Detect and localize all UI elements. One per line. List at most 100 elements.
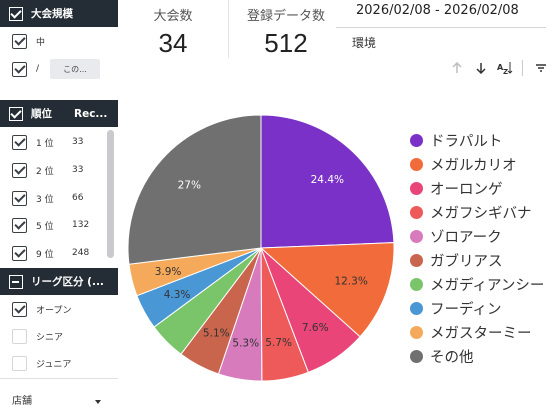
pie-slice-data-label: 4.3% <box>164 289 191 301</box>
checkbox[interactable] <box>12 61 27 77</box>
date-range-picker[interactable]: 2026/02/08 - 2026/02/08 <box>356 3 519 18</box>
divider <box>522 60 523 76</box>
legend-label: メガディアンシー <box>430 277 545 294</box>
rank-count: 33 <box>72 137 84 147</box>
tournament-size-option-slash[interactable]: / この... <box>0 56 118 82</box>
legend-item[interactable]: メガディアンシー <box>410 274 544 294</box>
pie-slice-data-label: 5.3% <box>232 338 259 350</box>
option-label: シニア <box>36 332 64 343</box>
sort-ascending-icon[interactable] <box>449 60 465 76</box>
kpi-tournament-count: 大会数 34 <box>128 0 218 62</box>
pie-slice-data-label: 5.7% <box>265 337 292 349</box>
pie-slice-data-label: 27% <box>178 180 201 192</box>
pie-slice-data-label: 5.1% <box>203 328 230 340</box>
legend-label: オーロンゲ <box>430 181 503 198</box>
tournament-size-filter-title: 大会規模 <box>31 8 73 20</box>
legend-label: ゾロアーク <box>430 229 502 246</box>
rank-row[interactable]: 1 位 33 <box>0 129 118 155</box>
legend-item[interactable]: オーロンゲ <box>410 178 503 198</box>
checkbox[interactable] <box>12 33 27 49</box>
rank-count: 132 <box>72 220 90 230</box>
rank-label: 2 位 <box>36 166 54 177</box>
store-dropdown[interactable]: 店舗 <box>0 378 118 420</box>
rank-label: 5 位 <box>36 221 54 232</box>
pie-slice-data-label: 24.4% <box>311 174 344 186</box>
chevron-down-icon <box>95 400 101 404</box>
kpi-value: 34 <box>158 28 188 58</box>
checkbox[interactable] <box>12 217 27 233</box>
legend-item[interactable]: フーディン <box>410 298 502 318</box>
rank-label: 3 位 <box>36 194 54 205</box>
legend-swatch <box>410 301 423 315</box>
legend-item[interactable]: ドラパルト <box>410 130 502 150</box>
league-option-junior[interactable]: ジュニア <box>0 350 118 376</box>
legend-label: ドラパルト <box>430 133 503 150</box>
pie-slice[interactable] <box>127 114 262 265</box>
rank-list-scrollbar[interactable] <box>107 130 114 258</box>
legend-item[interactable]: メガスターミー <box>410 322 532 342</box>
legend-swatch <box>410 181 423 195</box>
league-filter-header[interactable]: リーグ区分 (... <box>0 268 118 295</box>
option-label: / <box>36 64 40 74</box>
checkbox[interactable] <box>12 301 27 317</box>
only-this-button[interactable]: この... <box>50 59 100 79</box>
sort-az-icon[interactable]: A Z <box>497 60 513 76</box>
legend-swatch <box>410 157 423 171</box>
rank-row[interactable]: 5 位 132 <box>0 212 118 238</box>
pie-slice[interactable] <box>259 242 395 338</box>
filter-icon[interactable] <box>533 60 549 76</box>
kpi-value: 512 <box>264 28 308 58</box>
legend-swatch <box>410 349 423 363</box>
rank-row[interactable]: 2 位 33 <box>0 157 118 183</box>
rank-count: 248 <box>72 248 90 258</box>
legend-label: メガスターミー <box>430 325 532 342</box>
legend-swatch <box>410 133 423 147</box>
pie-slice-data-label: 7.6% <box>302 322 329 334</box>
league-option-senior[interactable]: シニア <box>0 323 118 349</box>
store-dropdown-label: 店舗 <box>12 396 32 407</box>
checkbox[interactable] <box>12 134 27 150</box>
legend-swatch <box>410 229 423 243</box>
rank-filter-header[interactable]: 順位 Rec... <box>0 100 118 127</box>
filter-panel: 大会規模 中 / この... 順位 Rec... 1 位 33 2 位 33 3… <box>0 0 120 420</box>
legend-item[interactable]: メガルカリオ <box>410 154 517 174</box>
legend-item[interactable]: その他 <box>410 346 474 366</box>
tournament-size-option-mid[interactable]: 中 <box>0 28 118 54</box>
legend-label: ガブリアス <box>430 253 503 270</box>
tournament-size-select-all-checkbox[interactable] <box>9 6 23 21</box>
tournament-size-filter-header[interactable]: 大会規模 <box>0 0 118 27</box>
pie-slice[interactable] <box>260 114 395 249</box>
checkbox[interactable] <box>12 190 27 206</box>
sort-descending-icon[interactable] <box>473 60 489 76</box>
legend-swatch <box>410 205 423 219</box>
environment-label: 環境 <box>352 36 377 50</box>
kpi-registered-data-count: 登録データ数 512 <box>236 0 336 62</box>
record-count-header[interactable]: Rec... <box>74 107 108 120</box>
checkbox[interactable] <box>12 355 27 371</box>
legend-swatch <box>410 253 423 267</box>
legend-swatch <box>410 277 423 291</box>
svg-text:A: A <box>497 63 504 72</box>
pie-slice-data-label: 3.9% <box>155 266 182 278</box>
option-label: ジュニア <box>36 359 72 370</box>
divider <box>336 27 546 28</box>
svg-text:Z: Z <box>503 68 508 75</box>
legend-item[interactable]: メガフシギバナ <box>410 202 532 222</box>
rank-row[interactable]: 3 位 66 <box>0 185 118 211</box>
legend-item[interactable]: ゾロアーク <box>410 226 502 246</box>
legend-label: メガフシギバナ <box>430 205 532 222</box>
checkbox[interactable] <box>12 245 27 261</box>
pie-chart[interactable]: 24.4% 12.3% 7.6% 5.7% 5.3%5.1% 4.3% 3.9% 27% <box>120 110 400 400</box>
legend-item[interactable]: ガブリアス <box>410 250 503 270</box>
rank-label: 1 位 <box>36 138 54 149</box>
league-select-all-checkbox[interactable] <box>9 274 23 289</box>
legend-swatch <box>410 325 423 339</box>
checkbox[interactable] <box>12 328 27 344</box>
rank-count: 66 <box>72 193 84 203</box>
rank-count: 33 <box>72 165 84 175</box>
kpi-title: 登録データ数 <box>246 9 325 24</box>
league-option-open[interactable]: オープン <box>0 296 118 322</box>
rank-select-all-checkbox[interactable] <box>9 106 23 121</box>
checkbox[interactable] <box>12 162 27 178</box>
rank-row[interactable]: 9 位 248 <box>0 240 118 266</box>
